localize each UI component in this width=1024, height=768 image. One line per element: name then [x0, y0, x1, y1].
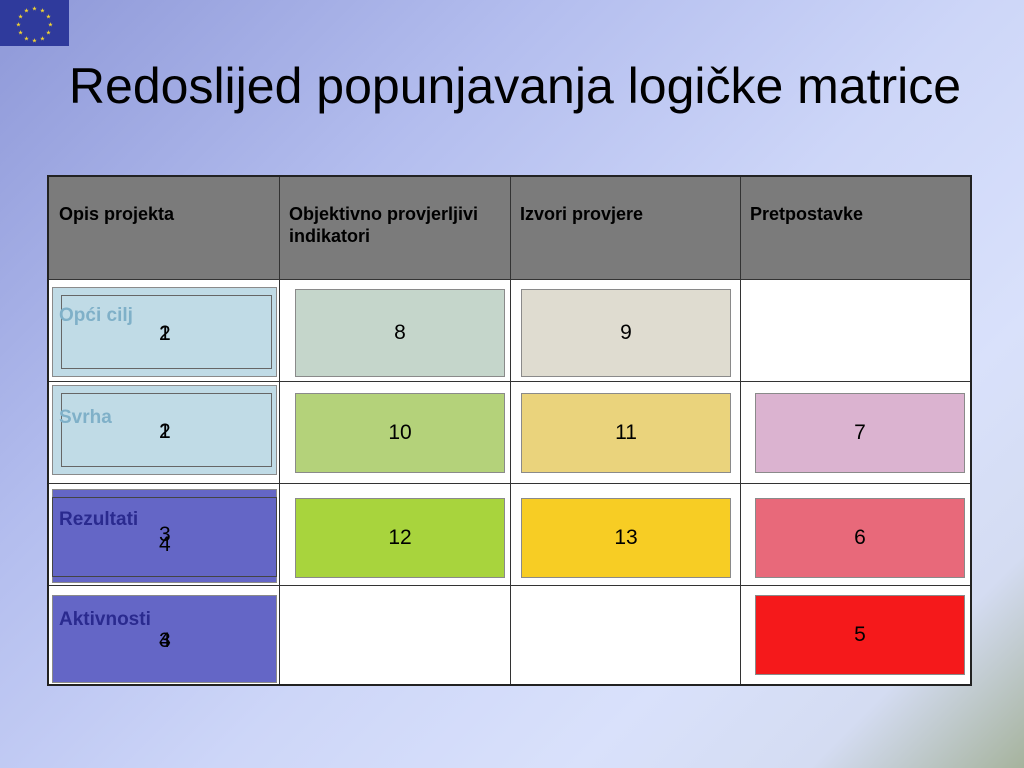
row-divider — [49, 483, 970, 484]
svg-text:★: ★ — [16, 22, 21, 29]
cell-r1c3: 9 — [521, 289, 731, 377]
row-divider — [49, 585, 970, 586]
aktivnosti-box — [52, 595, 277, 683]
row-number: 4 — [159, 629, 171, 652]
header-pretpostavke: Pretpostavke — [750, 204, 864, 224]
row-number: 1 — [159, 420, 171, 443]
matrix-header-row — [49, 177, 970, 279]
row-number: 1 — [159, 322, 171, 345]
row-number: 4 — [159, 533, 171, 556]
header-izvori-provjere: Izvori provjere — [520, 204, 644, 224]
svg-text:★: ★ — [46, 30, 51, 37]
svg-text:★: ★ — [40, 8, 45, 15]
column-divider — [740, 177, 741, 684]
cell-r3c2: 12 — [295, 498, 505, 578]
cell-r4c4: 5 — [755, 595, 965, 675]
svg-text:★: ★ — [46, 14, 51, 21]
column-divider — [279, 177, 280, 684]
svg-text:★: ★ — [32, 38, 37, 45]
cell-r2c2: 10 — [295, 393, 505, 473]
row-number: 3 — [159, 523, 171, 546]
cell-r2c4: 7 — [755, 393, 965, 473]
cell-r3c4: 6 — [755, 498, 965, 578]
row-number: 3 — [159, 629, 171, 652]
row-label-opci-cilj: Opći cilj — [59, 305, 133, 326]
row-number: 2 — [159, 322, 171, 345]
header-opis-projekta: Opis projekta — [59, 204, 175, 224]
svg-text:★: ★ — [18, 14, 23, 21]
svg-text:★: ★ — [32, 6, 37, 13]
rezultati-inner-box — [52, 497, 277, 577]
row-label-rezultati: Rezultati — [59, 509, 139, 530]
cell-r2c3: 11 — [521, 393, 731, 473]
row-label-svrha: Svrha — [59, 407, 112, 428]
row-divider — [49, 279, 970, 280]
slide-title: Redoslijed popunjavanja logičke matrice — [68, 58, 962, 114]
opci-cilj-inner-box — [61, 295, 272, 369]
logical-framework-matrix: Opis projekta Objektivno provjerljivi in… — [47, 175, 972, 686]
svg-text:★: ★ — [48, 22, 53, 29]
row-label-aktivnosti: Aktivnosti — [59, 609, 151, 630]
row-number: 2 — [159, 420, 171, 443]
svg-text:★: ★ — [40, 35, 45, 42]
eu-flag-logo: ★ ★ ★ ★ ★ ★ ★ ★ ★ ★ ★ ★ — [0, 0, 69, 46]
svg-text:★: ★ — [18, 30, 23, 37]
svg-text:★: ★ — [24, 35, 29, 42]
header-objektivno-provjerljivi-indikatori: Objektivno provjerljivi indikatori — [289, 204, 479, 246]
svrha-inner-box — [61, 393, 272, 467]
row-divider — [49, 381, 970, 382]
cell-r3c3: 13 — [521, 498, 731, 578]
svg-text:★: ★ — [24, 8, 29, 15]
column-divider — [510, 177, 511, 684]
cell-r1c2: 8 — [295, 289, 505, 377]
